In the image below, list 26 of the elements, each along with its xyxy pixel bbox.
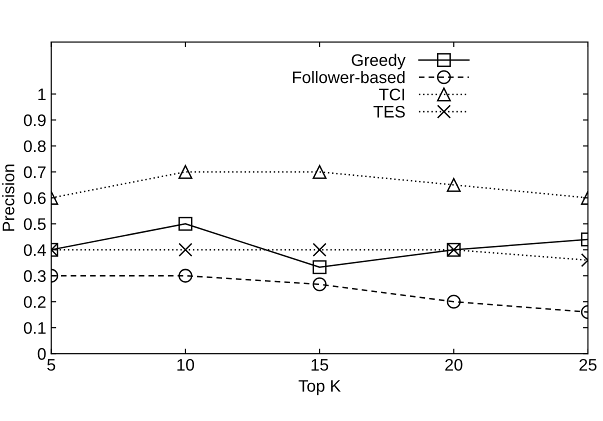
legend-label: TCI (379, 88, 404, 100)
y-tick-label: 0.9 (24, 114, 46, 126)
x-tick-label: 15 (312, 359, 328, 371)
x-tick-label: 20 (445, 358, 462, 371)
y-tick-label: 0.3 (24, 270, 46, 282)
point (312, 242, 327, 257)
y-tick-label: 0.5 (24, 218, 46, 230)
y-tick-label: 0.4 (24, 244, 46, 256)
point (312, 164, 327, 179)
y-tick-label: 0.8 (24, 140, 46, 152)
legend-label: Follower-based (293, 70, 405, 84)
legend-label: Greedy (352, 54, 406, 70)
point (312, 260, 327, 274)
y-tick-label: 0.1 (24, 322, 46, 334)
x-tick-label: 25 (579, 358, 596, 371)
legend-label: TES (374, 106, 405, 118)
y-axis-title: Precision (2, 164, 14, 231)
x-tick-label: 10 (177, 358, 194, 371)
y-tick-label: 1 (38, 88, 46, 100)
x-axis-title: Top K (298, 380, 341, 396)
y-tick-label: 0.2 (24, 296, 46, 308)
y-tick-label: 0.7 (24, 166, 46, 178)
y-tick-label: 0.6 (24, 192, 46, 204)
y-tick-label: 0 (38, 348, 46, 360)
x-tick-label: 5 (47, 359, 56, 371)
point (312, 277, 327, 292)
